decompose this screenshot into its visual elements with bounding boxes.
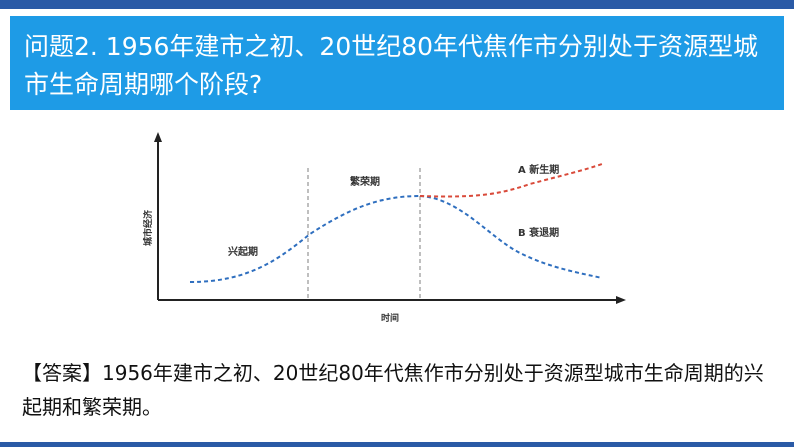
stage-label-rise: 兴起期: [228, 245, 258, 258]
answer-text: 【答案】1956年建市之初、20世纪80年代焦作市分别处于资源型城市生命周期的兴…: [22, 361, 764, 419]
y-axis-arrow: [154, 132, 162, 142]
question-text: 问题2. 1956年建市之初、20世纪80年代焦作市分别处于资源型城市生命周期哪…: [24, 32, 759, 99]
stage-label-prosper: 繁荣期: [349, 175, 380, 188]
new-branch-curve: [419, 163, 603, 198]
top-accent-bar: [0, 0, 794, 9]
x-axis-label: 时间: [381, 312, 399, 324]
city-lifecycle-diagram: 城市经济 时间 兴起期 繁荣期 A 新生期 B 衰退期: [142, 132, 626, 324]
bottom-accent-bar: [0, 442, 794, 447]
branch-label-decline: B 衰退期: [518, 226, 559, 239]
branch-label-new: A 新生期: [518, 163, 559, 176]
decline-branch-curve: [419, 195, 603, 279]
y-axis-label: 城市经济: [142, 209, 154, 246]
main-lifecycle-curve: [189, 195, 421, 283]
x-axis-arrow: [616, 296, 626, 304]
question-banner: 问题2. 1956年建市之初、20世纪80年代焦作市分别处于资源型城市生命周期哪…: [10, 16, 784, 110]
